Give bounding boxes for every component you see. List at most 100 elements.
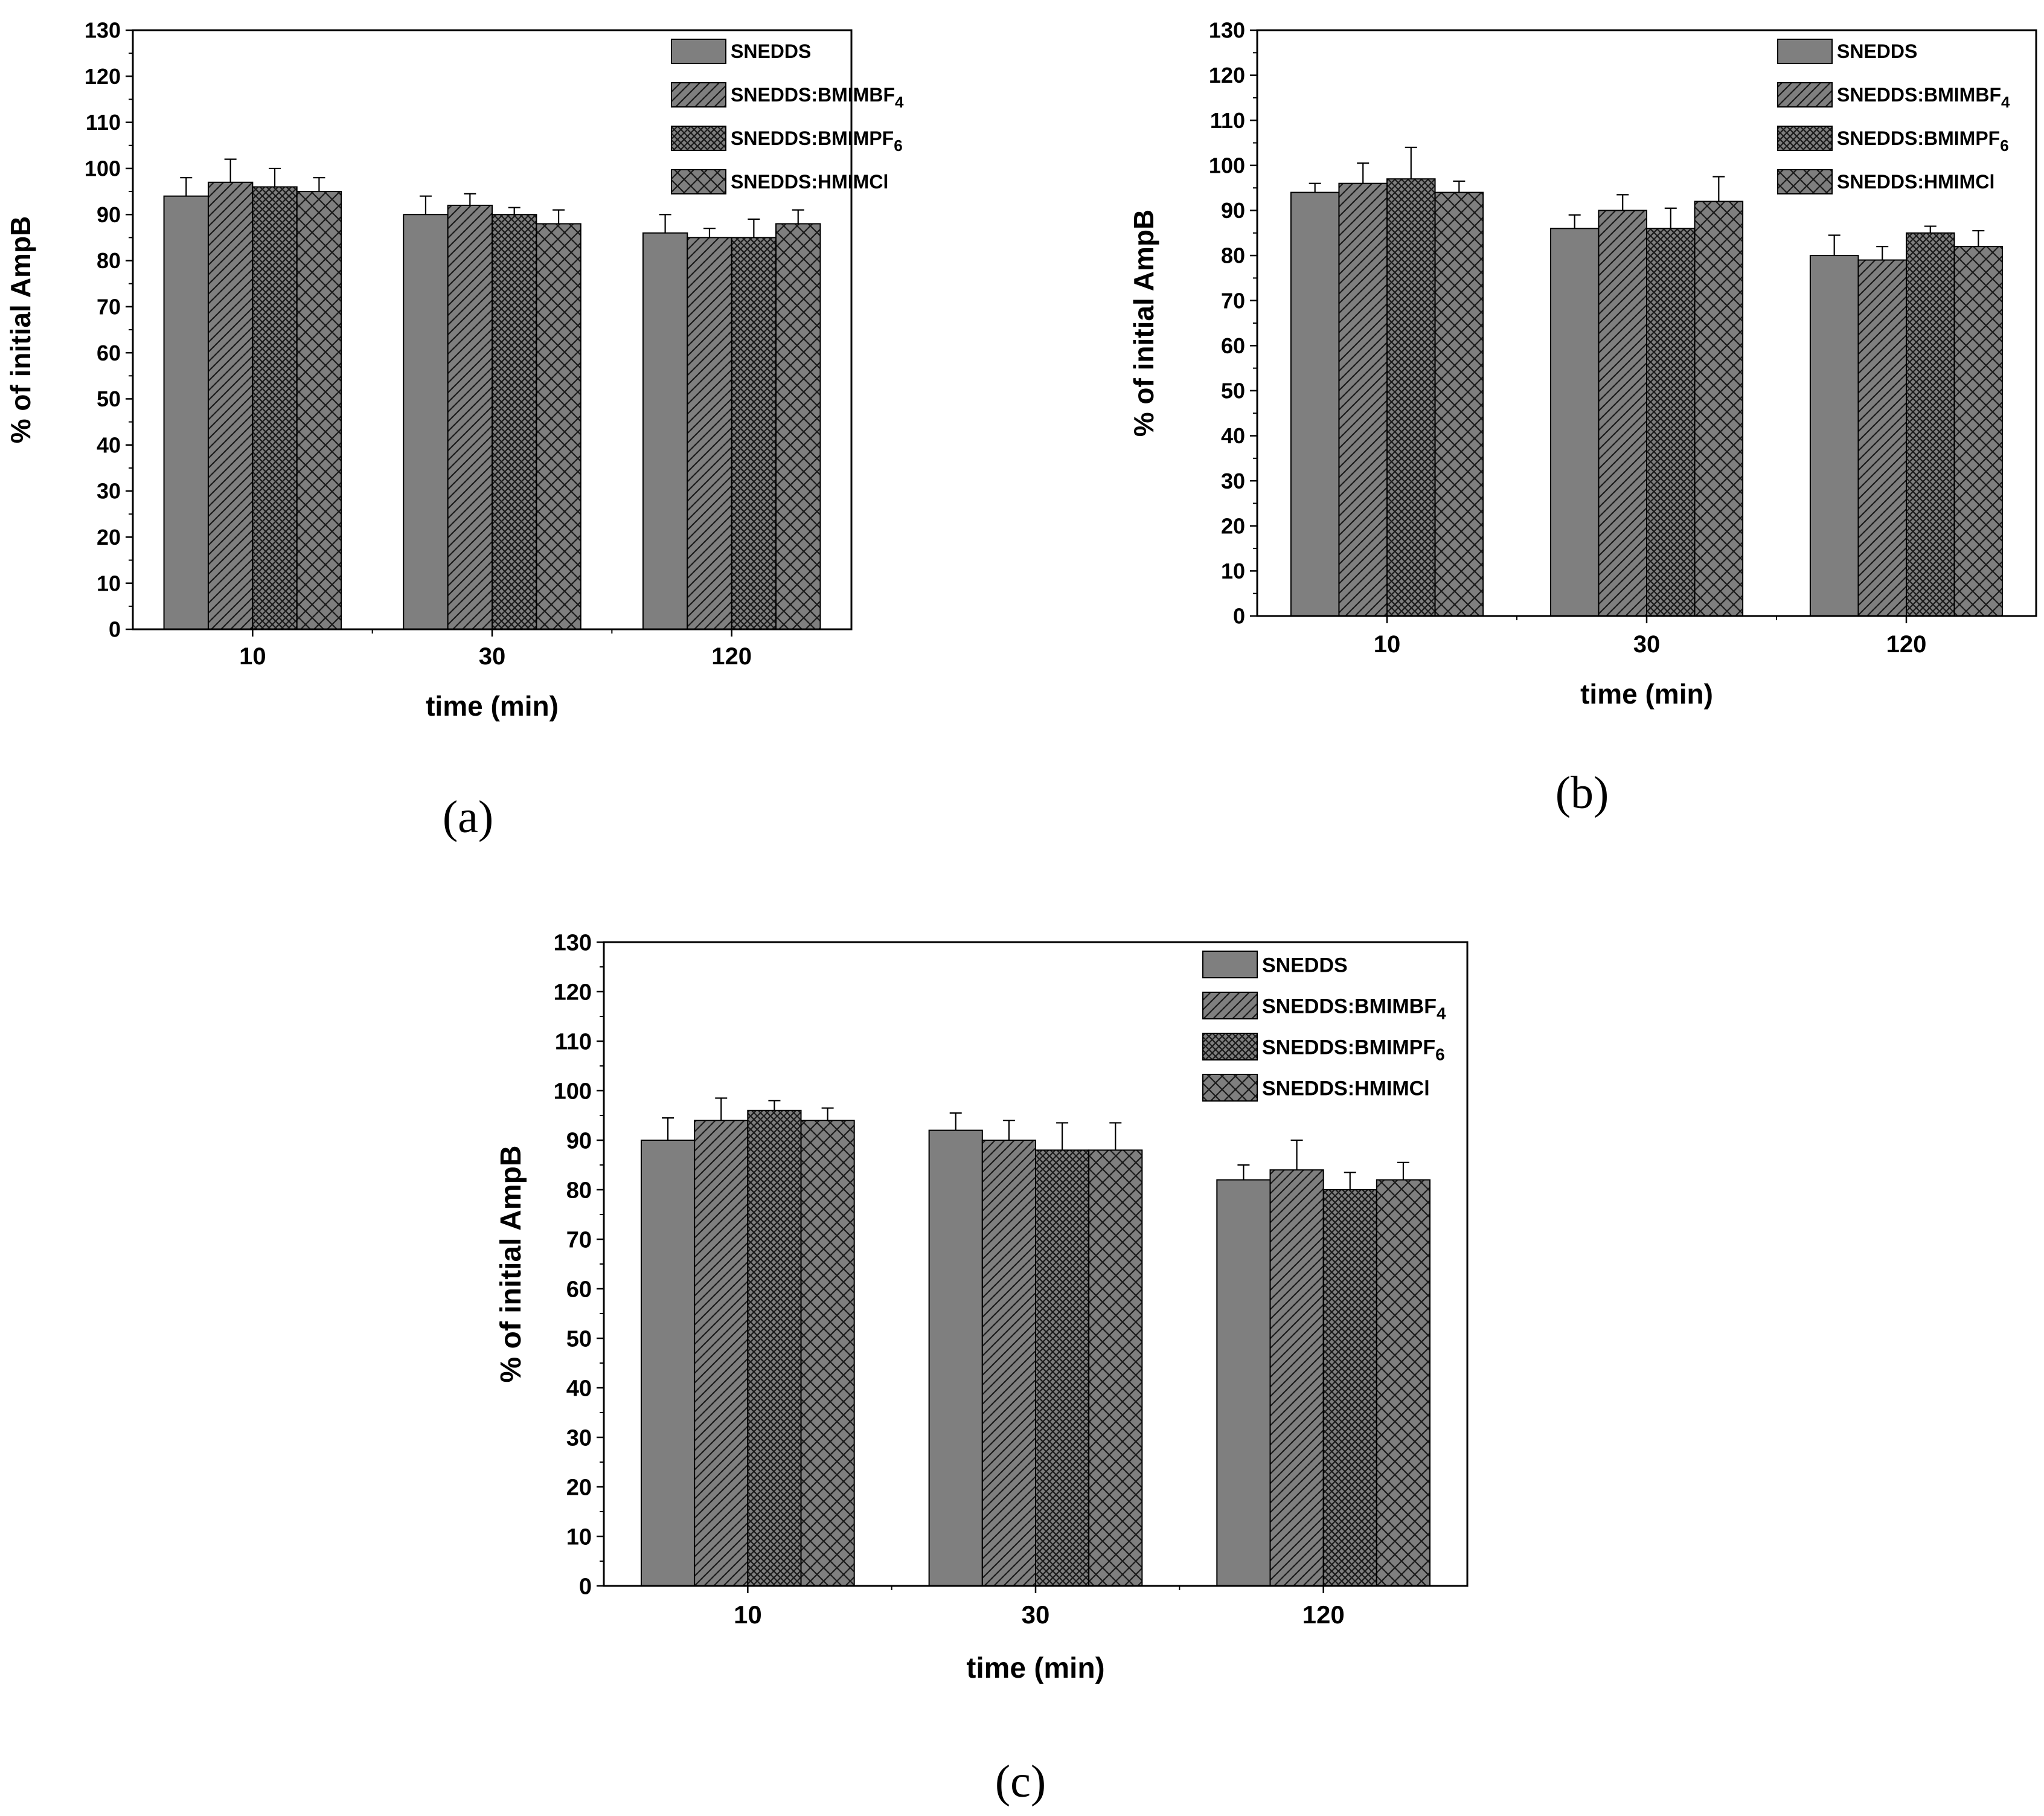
y-tick-label: 100 (85, 156, 121, 181)
y-tick-label: 60 (566, 1277, 592, 1302)
y-tick-label: 110 (86, 110, 121, 135)
y-tick-label: 10 (1221, 559, 1245, 583)
error-bar (792, 209, 804, 224)
bar-snedds-hmimcl-30 (1088, 1149, 1143, 1587)
legend-entry-label: SNEDDS:HMIMCl (731, 171, 888, 193)
error-bar (949, 1112, 962, 1131)
y-tick-label: 0 (579, 1574, 592, 1599)
y-tick-label: 70 (1221, 288, 1245, 313)
error-bar (715, 1097, 728, 1121)
legend-swatch (1202, 951, 1258, 978)
bar-snedds-hmimcl-30 (1694, 201, 1744, 617)
error-bar (313, 177, 325, 192)
error-bar (1453, 180, 1466, 193)
y-tick-label: 120 (85, 64, 121, 89)
legend-entry-label: SNEDDS:HMIMCl (1262, 1077, 1430, 1100)
bar-snedds-bmimbf4-120 (1269, 1169, 1324, 1587)
y-tick-label: 30 (97, 479, 121, 504)
x-tick-label: 10 (734, 1600, 762, 1629)
x-tick-label: 30 (1633, 631, 1661, 658)
bar-snedds-bmimpf6-30 (1646, 228, 1696, 617)
chart-panel-b: 0 10 20 30 40 50 60 70 80 90 100 110 120 130 10 30 120 ti… (1128, 18, 2037, 818)
y-tick-label: 50 (1221, 379, 1245, 403)
bar-snedds-bmimpf6-10 (252, 186, 298, 630)
error-bar (1056, 1122, 1069, 1150)
bar-snedds-120 (1216, 1179, 1271, 1587)
bar-snedds-10 (640, 1140, 696, 1587)
legend-swatch (1777, 126, 1833, 151)
y-tick-label: 0 (1233, 604, 1245, 629)
y-tick-label: 40 (1221, 423, 1245, 448)
y-axis-label: % of initial AmpB (5, 216, 36, 444)
y-tick-label: 50 (97, 387, 121, 411)
legend-swatch (1777, 39, 1833, 64)
bar-snedds-120 (1809, 255, 1859, 617)
y-tick-label: 30 (566, 1425, 592, 1451)
y-tick-label: 110 (555, 1029, 592, 1054)
y-tick-label: 0 (109, 617, 121, 642)
bar-snedds-bmimbf4-30 (1598, 210, 1647, 617)
panel-label: (c) (995, 1756, 1046, 1807)
y-tick-label: 50 (566, 1326, 592, 1352)
bar-snedds-30 (403, 214, 449, 630)
bar-snedds-bmimbf4-30 (981, 1140, 1036, 1587)
y-tick-label: 100 (1209, 153, 1245, 178)
bar-snedds-hmimcl-120 (775, 223, 821, 630)
y-tick-label: 20 (1221, 513, 1245, 538)
y-tick-label: 120 (1209, 63, 1245, 88)
panel-label: (b) (1555, 768, 1609, 818)
chart-panel-a: 0 10 20 30 40 50 60 70 80 90 100 110 120 130 10 30 120 ti… (5, 18, 904, 842)
error-bar (1828, 234, 1841, 256)
legend-entry-label: SNEDDS:BMIMPF6 (1837, 127, 2009, 155)
bar-snedds-bmimbf4-10 (1338, 182, 1388, 617)
x-axis-label: time (min) (426, 690, 559, 722)
y-tick-label: 30 (1221, 469, 1245, 493)
error-bar (1568, 214, 1581, 229)
bar-snedds-hmimcl-10 (296, 191, 342, 630)
y-tick-label: 10 (566, 1524, 592, 1550)
y-tick-label: 130 (85, 18, 121, 43)
legend-entry-label: SNEDDS:BMIMBF4 (1262, 995, 1446, 1022)
bar-snedds-bmimbf4-30 (447, 204, 493, 630)
bar-snedds-bmimpf6-10 (747, 1109, 802, 1587)
error-bar (1876, 246, 1889, 260)
bar-snedds-30 (1549, 228, 1600, 617)
error-bar (180, 177, 193, 196)
error-bar (1237, 1164, 1250, 1180)
y-tick-label: 60 (1221, 333, 1245, 358)
error-bar (419, 195, 432, 215)
error-bar (1712, 176, 1725, 202)
y-tick-label: 100 (554, 1079, 592, 1104)
legend-entry-label: SNEDDS:BMIMPF6 (1262, 1036, 1445, 1064)
bar-snedds-bmimpf6-120 (1322, 1189, 1377, 1587)
error-bar (553, 209, 565, 224)
error-bar (821, 1107, 834, 1121)
y-tick-label: 120 (554, 980, 592, 1005)
error-bar (1397, 1161, 1409, 1180)
bar-snedds-bmimbf4-120 (1857, 259, 1907, 617)
y-tick-label: 130 (554, 930, 592, 955)
bar-snedds-bmimpf6-120 (1906, 232, 1955, 617)
bar-snedds-hmimcl-30 (536, 223, 581, 630)
bar-snedds-bmimbf4-10 (207, 181, 254, 630)
legend-swatch (1202, 1033, 1258, 1060)
y-tick-label: 10 (97, 571, 121, 595)
y-tick-label: 70 (566, 1227, 592, 1253)
error-bar (269, 167, 281, 187)
y-tick-label: 90 (1221, 198, 1245, 223)
y-axis-label: % of initial AmpB (495, 1146, 527, 1383)
error-bar (768, 1100, 781, 1111)
error-bar (1972, 229, 1985, 247)
y-tick-label: 110 (1210, 108, 1245, 133)
legend-entry-label: SNEDDS (731, 40, 811, 62)
bar-snedds-hmimcl-120 (1953, 246, 2004, 617)
x-tick-label: 10 (239, 643, 266, 670)
x-tick-label: 30 (1022, 1600, 1050, 1629)
error-bar (224, 158, 237, 182)
error-bar (1109, 1122, 1122, 1150)
y-axis-label: % of initial AmpB (1128, 210, 1159, 437)
error-bar (1664, 207, 1677, 229)
bar-snedds-bmimbf4-10 (694, 1120, 749, 1587)
chart-panel-c: 0 10 20 30 40 50 60 70 80 90 100 110 120 130 10 30 120 ti… (495, 930, 1469, 1807)
